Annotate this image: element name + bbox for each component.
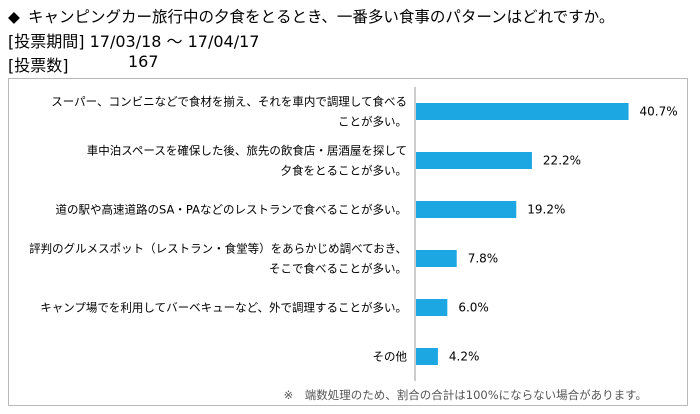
question-title: ◆ キャンピングカー旅行中の夕食をとるとき、一番多い食事のパターンはどれですか。 <box>8 5 614 27</box>
rounding-note: ※ 端数処理のため、割合の合計は100%にならない場合があります。 <box>283 388 647 402</box>
bar-chart: 40.7% スーパー、コンビニなどで食材を揃え、それを車内で調理して食べることが多… <box>29 87 678 381</box>
category-label-0-1: ことが多い。 <box>338 115 407 129</box>
value-label-3: 7.8% <box>468 252 499 266</box>
value-label-1: 22.2% <box>543 154 581 168</box>
voting-period: [投票期間] 17/03/18 ～ 17/04/17 <box>8 28 260 52</box>
question-text: キャンピングカー旅行中の夕食をとるとき、一番多い食事のパターンはどれですか。 <box>28 8 615 26</box>
bar-1 <box>416 152 532 169</box>
value-label-5: 4.2% <box>449 350 480 364</box>
bar-5 <box>416 348 438 365</box>
category-label-2-0: 道の駅や高速道路のSA・PAなどのレストランで食べることが多い。 <box>56 203 407 217</box>
vote-count: [投票数] 167 <box>8 52 159 76</box>
bar-3 <box>416 250 457 267</box>
category-label-1-0: 車中泊スペースを確保した後、旅先の飲食店・居酒屋を探して <box>87 144 407 158</box>
value-label-4: 6.0% <box>458 301 489 315</box>
chart-frame: 40.7% スーパー、コンビニなどで食材を揃え、それを車内で調理して食べることが多… <box>8 78 688 406</box>
voting-period-label: [投票期間] <box>8 32 85 51</box>
category-label-1-1: 夕食をとることが多い。 <box>281 164 408 178</box>
category-label-3-0: 評判のグルメスポット（レストラン・食堂等）をあらかじめ調べておき、 <box>29 242 407 256</box>
vote-count-label: [投票数] <box>8 56 69 75</box>
voting-period-value: 17/03/18 ～ 17/04/17 <box>89 32 260 51</box>
category-label-4-0: キャンプ場でを利用してバーベキューなど、外で調理することが多い。 <box>40 301 407 315</box>
bar-2 <box>416 201 517 218</box>
vote-count-value: 167 <box>128 52 159 71</box>
bar-0 <box>416 103 629 120</box>
value-label-2: 19.2% <box>527 203 565 217</box>
diamond-bullet-icon: ◆ <box>8 8 20 26</box>
category-label-0-0: スーパー、コンビニなどで食材を揃え、それを車内で調理して食べる <box>51 95 407 109</box>
value-label-0: 40.7% <box>640 105 678 119</box>
category-label-3-1: そこで食べることが多い。 <box>269 262 407 276</box>
bar-4 <box>416 299 448 316</box>
category-label-5-0: その他 <box>373 350 408 364</box>
